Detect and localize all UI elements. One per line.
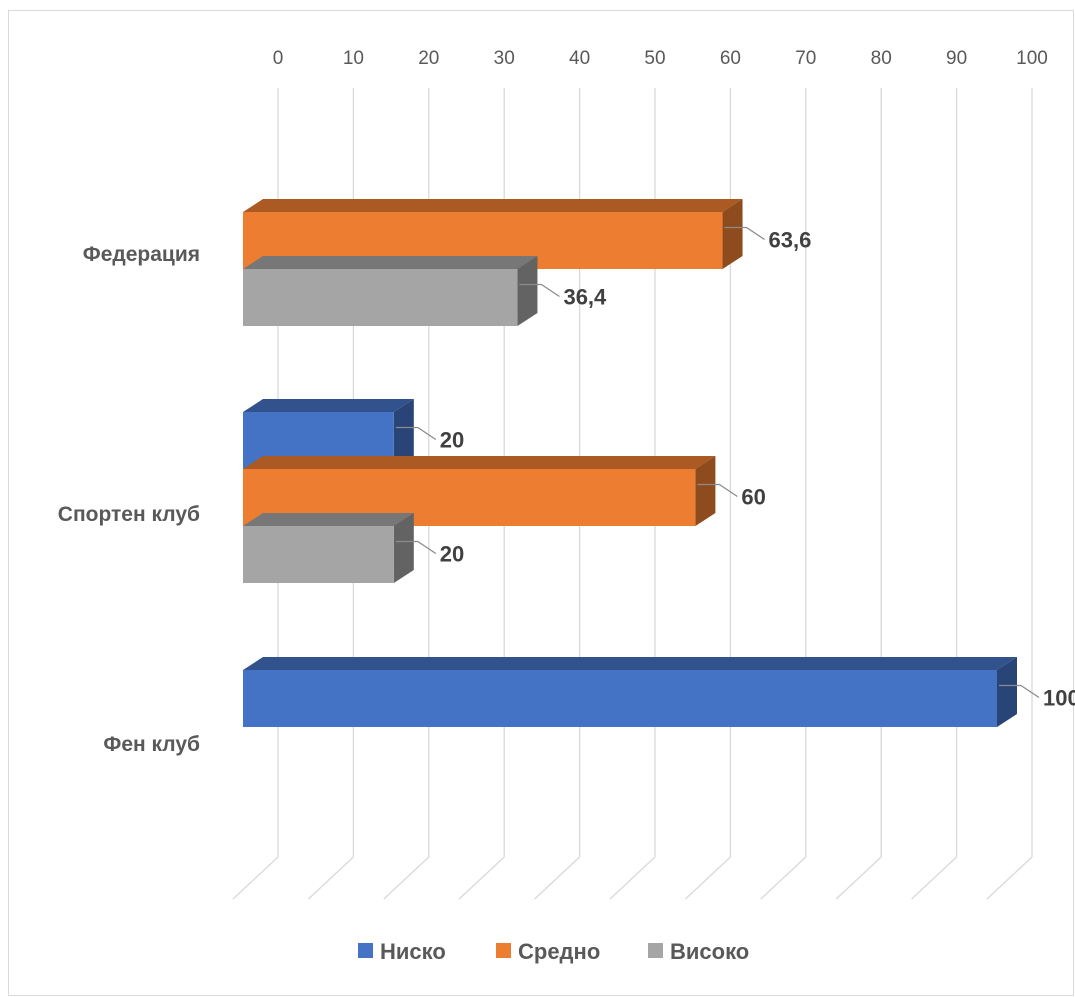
data-label: 63,6 xyxy=(769,228,812,253)
bar-side xyxy=(517,256,538,326)
bar-top xyxy=(243,256,538,269)
gridline-floor xyxy=(684,856,731,900)
x-tick-label: 20 xyxy=(418,48,439,69)
legend-swatch xyxy=(358,943,373,958)
chart-frame xyxy=(8,10,1074,996)
bar-side xyxy=(393,399,414,469)
bar-side xyxy=(722,199,743,269)
data-label-leader xyxy=(999,684,1040,699)
legend-swatch xyxy=(648,943,663,958)
bar-top xyxy=(243,456,716,469)
bar xyxy=(243,670,997,727)
x-tick-label: 70 xyxy=(795,48,816,69)
x-tick-label: 80 xyxy=(871,48,892,69)
gridline-floor xyxy=(307,856,354,900)
gridline-floor xyxy=(911,856,958,900)
legend-label: Високо xyxy=(670,939,749,964)
bar xyxy=(243,526,394,583)
bar-side xyxy=(997,657,1017,727)
gridline-floor xyxy=(760,856,807,900)
legend-label: Ниско xyxy=(380,939,446,964)
bar-side xyxy=(393,513,414,583)
gridline-floor xyxy=(986,856,1033,900)
x-tick-label: 60 xyxy=(720,48,741,69)
data-label: 60 xyxy=(741,485,765,510)
data-label: 20 xyxy=(440,542,464,567)
x-tick-label: 0 xyxy=(273,48,284,69)
legend-label: Средно xyxy=(518,939,600,964)
gridline-floor xyxy=(383,856,430,900)
gridline-floor xyxy=(458,856,505,900)
bar xyxy=(243,269,518,326)
x-tick-label: 100 xyxy=(1016,48,1048,69)
x-tick-label: 30 xyxy=(494,48,515,69)
x-tick-label: 40 xyxy=(569,48,590,69)
data-label: 36,4 xyxy=(563,285,607,310)
bar-top xyxy=(243,513,414,526)
bar-side xyxy=(695,456,716,526)
x-tick-label: 10 xyxy=(343,48,364,69)
gridline-floor xyxy=(609,856,656,900)
bar-top xyxy=(243,657,1017,670)
data-label-leader xyxy=(697,483,738,498)
bar-top xyxy=(243,399,414,412)
data-label-leader xyxy=(395,540,437,555)
category-label: Федерация xyxy=(83,243,200,266)
bar-top xyxy=(243,199,743,212)
legend-swatch xyxy=(496,943,511,958)
data-label-leader xyxy=(395,426,437,441)
data-label-leader xyxy=(724,226,765,241)
category-label: Спортен клуб xyxy=(58,503,200,526)
x-tick-label: 90 xyxy=(946,48,967,69)
x-tick-label: 50 xyxy=(644,48,665,69)
data-label: 20 xyxy=(440,428,464,453)
category-label: Фен клуб xyxy=(103,733,200,756)
data-label-leader xyxy=(519,283,560,298)
data-label: 100 xyxy=(1043,686,1075,711)
gridline-floor xyxy=(534,856,581,900)
gridline-floor xyxy=(835,856,882,900)
gridline-floor xyxy=(232,856,279,900)
